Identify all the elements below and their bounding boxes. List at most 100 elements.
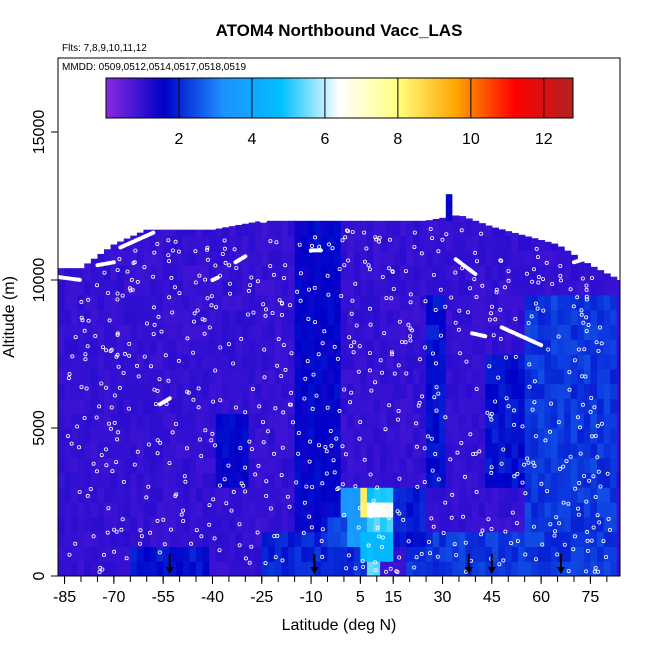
heatmap-cell: [182, 339, 191, 355]
flight-track: [210, 275, 222, 282]
sample-point: [285, 494, 290, 499]
heatmap-cell: [557, 354, 565, 370]
heatmap-cell: [117, 354, 125, 370]
heatmap-cell: [577, 487, 585, 503]
heatmap-cell: [491, 428, 499, 444]
sample-point: [592, 405, 597, 410]
heatmap-cell: [393, 354, 401, 370]
heatmap-cell: [360, 368, 368, 385]
heatmap-cell: [268, 531, 276, 547]
sample-point: [488, 311, 493, 316]
heatmap-cell: [524, 546, 532, 562]
heatmap-cell: [504, 280, 513, 296]
sample-point: [151, 305, 156, 310]
heatmap-cell: [242, 398, 250, 414]
sample-point: [101, 345, 106, 350]
heatmap-cell: [340, 294, 348, 311]
heatmap-cell: [136, 232, 145, 237]
heatmap-cell: [399, 339, 407, 355]
heatmap-cell: [196, 472, 204, 488]
sample-point: [459, 228, 464, 233]
heatmap-cell: [189, 294, 197, 311]
heatmap-cell: [314, 531, 322, 547]
colorbar: 2 4 6 8 10 12: [105, 77, 574, 148]
sample-point: [281, 343, 286, 348]
heatmap-cell: [268, 472, 276, 488]
heatmap-cell: [347, 413, 355, 429]
heatmap-cell: [537, 240, 546, 251]
heatmap-cell: [583, 368, 592, 385]
heatmap-cell: [399, 561, 407, 576]
heatmap-cell: [176, 294, 184, 311]
heatmap-cell: [432, 250, 440, 266]
heatmap-cell: [235, 265, 243, 281]
heatmap-cell: [458, 516, 467, 533]
sample-point: [396, 363, 401, 368]
heatmap-cell: [314, 368, 322, 385]
sample-point: [139, 534, 144, 539]
heatmap-cell: [393, 546, 401, 562]
heatmap-cell: [511, 442, 519, 459]
heatmap-cell: [288, 339, 296, 355]
sample-point: [499, 258, 504, 263]
heatmap-cell: [104, 383, 112, 399]
heatmap-cell: [570, 413, 578, 429]
heatmap-cell: [176, 428, 184, 444]
heatmap-cell: [182, 280, 191, 296]
heatmap-cell: [117, 428, 125, 444]
heatmap-cell: [84, 383, 92, 399]
heatmap-cell: [465, 457, 473, 473]
heatmap-cell: [215, 413, 223, 429]
sample-point: [531, 460, 536, 465]
heatmap-cell: [130, 383, 138, 399]
sample-point: [397, 511, 402, 516]
heatmap-cell: [215, 428, 223, 444]
heatmap-cell: [90, 280, 99, 296]
heatmap-cell: [255, 531, 263, 547]
heatmap-cell: [150, 280, 158, 296]
heatmap-cell: [537, 354, 546, 370]
heatmap-cell: [373, 309, 381, 325]
heatmap-cell: [228, 280, 237, 296]
heatmap-cell: [412, 339, 421, 355]
heatmap-cell: [406, 368, 414, 385]
flight-arrowhead: [310, 567, 319, 574]
heatmap-cell: [353, 309, 361, 325]
sample-point: [585, 548, 590, 553]
sample-point: [415, 484, 420, 489]
heatmap-cell: [537, 413, 546, 429]
sample-point: [477, 449, 482, 454]
heatmap-cell: [156, 442, 164, 459]
heatmap-cell: [596, 531, 605, 547]
heatmap-cell: [478, 457, 486, 473]
sample-point: [277, 298, 282, 303]
heatmap-cell: [84, 413, 92, 429]
heatmap-cell: [583, 487, 592, 503]
heatmap-cell: [242, 235, 250, 251]
heatmap-cell: [491, 250, 499, 266]
heatmap-cell: [202, 368, 210, 385]
sample-point: [340, 482, 345, 487]
heatmap-cell: [360, 280, 368, 296]
heatmap-cell: [182, 354, 191, 370]
heatmap-cell: [570, 339, 578, 355]
heatmap-cell: [465, 383, 473, 399]
heatmap-cell: [281, 354, 289, 370]
heatmap-cell: [524, 457, 532, 473]
heatmap-cell: [169, 531, 177, 547]
sample-point: [271, 272, 276, 277]
heatmap-cell: [511, 232, 519, 237]
sample-point: [152, 387, 157, 392]
sample-point: [151, 274, 156, 279]
heatmap-cell: [366, 561, 375, 576]
heatmap-cell: [64, 472, 72, 488]
heatmap-cell: [255, 324, 263, 340]
heatmap-cell: [616, 472, 620, 488]
heatmap-cell: [248, 250, 256, 266]
heatmap-cell: [222, 339, 230, 355]
sample-point: [579, 308, 584, 313]
heatmap-cell: [406, 280, 414, 296]
chart-title: ATOM4 Northbound Vacc_LAS: [216, 21, 463, 40]
heatmap-cell: [222, 531, 230, 547]
heatmap-cell: [616, 561, 620, 576]
